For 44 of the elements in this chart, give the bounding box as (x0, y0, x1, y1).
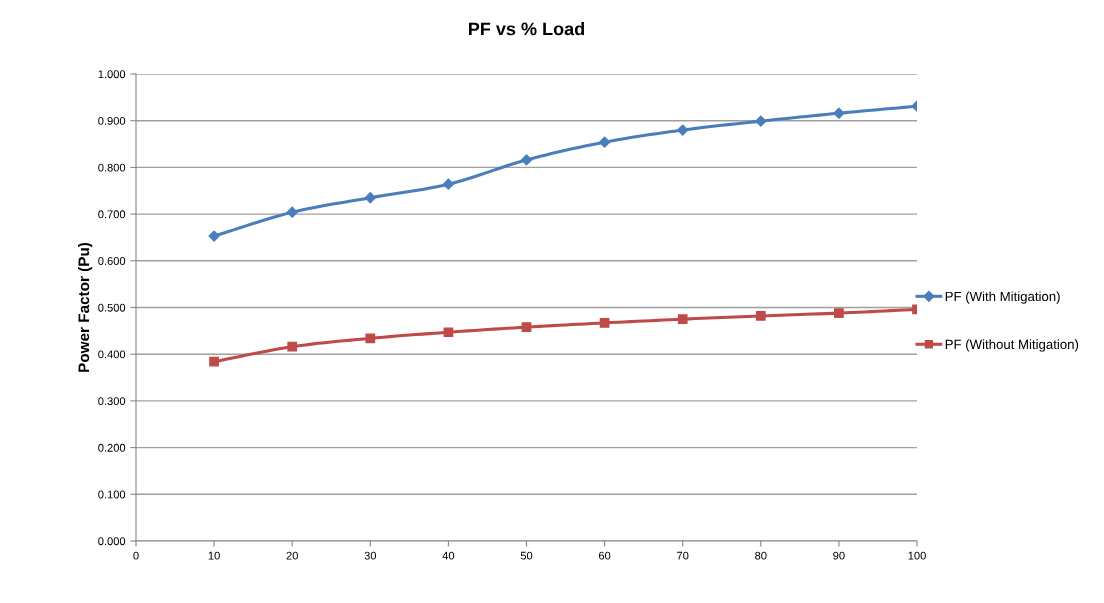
point (520, 154, 533, 166)
point (755, 115, 767, 127)
x-tick-label: 0 (133, 551, 139, 560)
point (677, 124, 689, 136)
point (599, 318, 610, 328)
x-tick-label: 10 (208, 551, 220, 560)
x-tick-label: 30 (364, 551, 377, 560)
point (833, 107, 845, 119)
y-tick-label: 0.600 (98, 257, 126, 265)
y-tick-label: 0.100 (98, 490, 126, 499)
y-tick-label: 0.400 (98, 350, 126, 359)
x-tick-label: 100 (908, 551, 926, 560)
point (365, 333, 376, 344)
x-tick-label: 80 (755, 551, 767, 560)
point (208, 230, 220, 242)
y-tick-label: 1.000 (98, 70, 126, 79)
y-tick-label: 0.300 (98, 397, 126, 406)
x-tick-label: 20 (286, 551, 298, 560)
point (834, 308, 844, 318)
legend-label: PF (Without Mitigation) (945, 339, 1079, 352)
y-tick-label: 0.900 (98, 116, 126, 125)
x-tick-label: 70 (677, 551, 689, 560)
point (286, 206, 298, 218)
x-tick-label: 60 (598, 551, 611, 560)
y-tick-label: 0.000 (98, 537, 126, 546)
x-tick-label: 50 (520, 551, 533, 560)
y-axis-title: Power Factor (Pu) (77, 242, 93, 372)
x-tick-label: 40 (442, 551, 455, 560)
chart-title: PF vs % Load (469, 22, 585, 36)
x-tick-label: 90 (833, 551, 845, 560)
point (364, 192, 376, 204)
point (442, 178, 455, 190)
point (209, 356, 219, 367)
point (755, 311, 766, 321)
y-tick-label: 0.500 (98, 303, 126, 312)
legend-label: PF (With Mitigation) (945, 291, 1060, 304)
point (287, 341, 298, 352)
point (598, 136, 611, 148)
point (521, 322, 532, 332)
point (677, 314, 688, 325)
y-tick-label: 0.700 (98, 210, 126, 219)
y-tick-label: 0.200 (98, 443, 126, 452)
point (443, 327, 454, 338)
y-tick-label: 0.800 (98, 163, 126, 172)
